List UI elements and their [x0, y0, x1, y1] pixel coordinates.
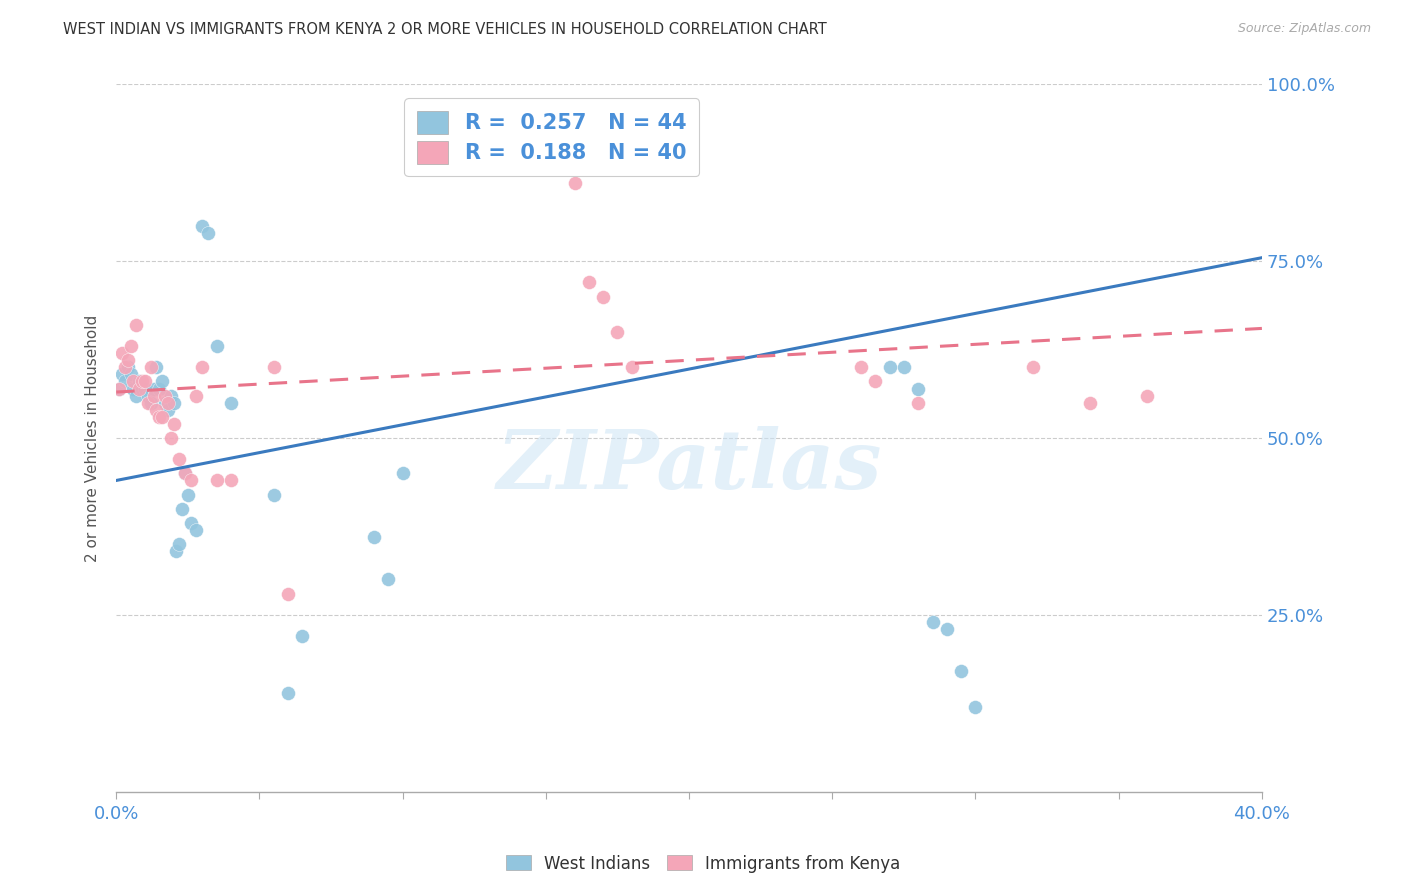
Point [148, 382, 170, 396]
Point [156, 402, 179, 417]
Point [205, 474, 228, 488]
Point [197, 226, 219, 240]
Point [606, 325, 628, 339]
Point [142, 382, 165, 396]
Point [122, 382, 145, 396]
Point [136, 388, 159, 402]
Point [219, 474, 242, 488]
Point [150, 409, 173, 424]
Point [620, 360, 643, 375]
Point [169, 452, 191, 467]
Legend: R =  0.257   N = 44, R =  0.188   N = 40: R = 0.257 N = 44, R = 0.188 N = 40 [405, 98, 699, 176]
Legend: West Indians, Immigrants from Kenya: West Indians, Immigrants from Kenya [499, 848, 907, 880]
Point [893, 360, 915, 375]
Point [125, 388, 148, 402]
Point [169, 537, 191, 551]
Point [114, 375, 136, 389]
Point [162, 395, 184, 409]
Point [165, 544, 187, 558]
Point [172, 501, 194, 516]
Point [907, 395, 929, 409]
Point [277, 685, 299, 699]
Point [114, 360, 136, 375]
Point [277, 586, 299, 600]
Point [131, 382, 153, 396]
Point [578, 276, 600, 290]
Point [879, 360, 901, 375]
Point [263, 487, 285, 501]
Point [117, 353, 139, 368]
Point [363, 530, 385, 544]
Point [865, 375, 887, 389]
Point [159, 431, 181, 445]
Point [180, 516, 202, 530]
Point [177, 487, 200, 501]
Point [1136, 388, 1159, 402]
Point [128, 375, 150, 389]
Point [139, 395, 162, 409]
Point [134, 382, 156, 396]
Point [153, 388, 176, 402]
Point [174, 467, 197, 481]
Point [219, 395, 242, 409]
Point [125, 318, 148, 332]
Point [1078, 395, 1101, 409]
Point [128, 382, 150, 396]
Point [153, 395, 176, 409]
Point [849, 360, 872, 375]
Point [134, 375, 156, 389]
Point [263, 360, 285, 375]
Point [145, 402, 167, 417]
Point [377, 573, 399, 587]
Point [592, 289, 614, 303]
Text: WEST INDIAN VS IMMIGRANTS FROM KENYA 2 OR MORE VEHICLES IN HOUSEHOLD CORRELATION: WEST INDIAN VS IMMIGRANTS FROM KENYA 2 O… [63, 22, 827, 37]
Point [117, 360, 139, 375]
Point [136, 395, 159, 409]
Point [965, 699, 987, 714]
Point [108, 382, 131, 396]
Point [1022, 360, 1045, 375]
Point [111, 346, 134, 360]
Y-axis label: 2 or more Vehicles in Household: 2 or more Vehicles in Household [86, 314, 100, 562]
Point [111, 368, 134, 382]
Point [120, 368, 142, 382]
Point [950, 665, 973, 679]
Point [142, 388, 165, 402]
Point [291, 629, 314, 643]
Point [148, 409, 170, 424]
Point [564, 177, 586, 191]
Point [108, 382, 131, 396]
Point [935, 622, 957, 636]
Text: Source: ZipAtlas.com: Source: ZipAtlas.com [1237, 22, 1371, 36]
Point [174, 467, 197, 481]
Point [139, 360, 162, 375]
Point [162, 417, 184, 431]
Point [191, 219, 214, 233]
Point [391, 467, 413, 481]
Point [180, 474, 202, 488]
Point [156, 395, 179, 409]
Point [205, 339, 228, 353]
Point [921, 615, 943, 629]
Point [131, 375, 153, 389]
Point [120, 339, 142, 353]
Point [150, 375, 173, 389]
Text: ZIPatlas: ZIPatlas [496, 426, 882, 507]
Point [122, 375, 145, 389]
Point [907, 382, 929, 396]
Point [186, 388, 208, 402]
Point [186, 523, 208, 537]
Point [159, 388, 181, 402]
Point [145, 360, 167, 375]
Point [191, 360, 214, 375]
